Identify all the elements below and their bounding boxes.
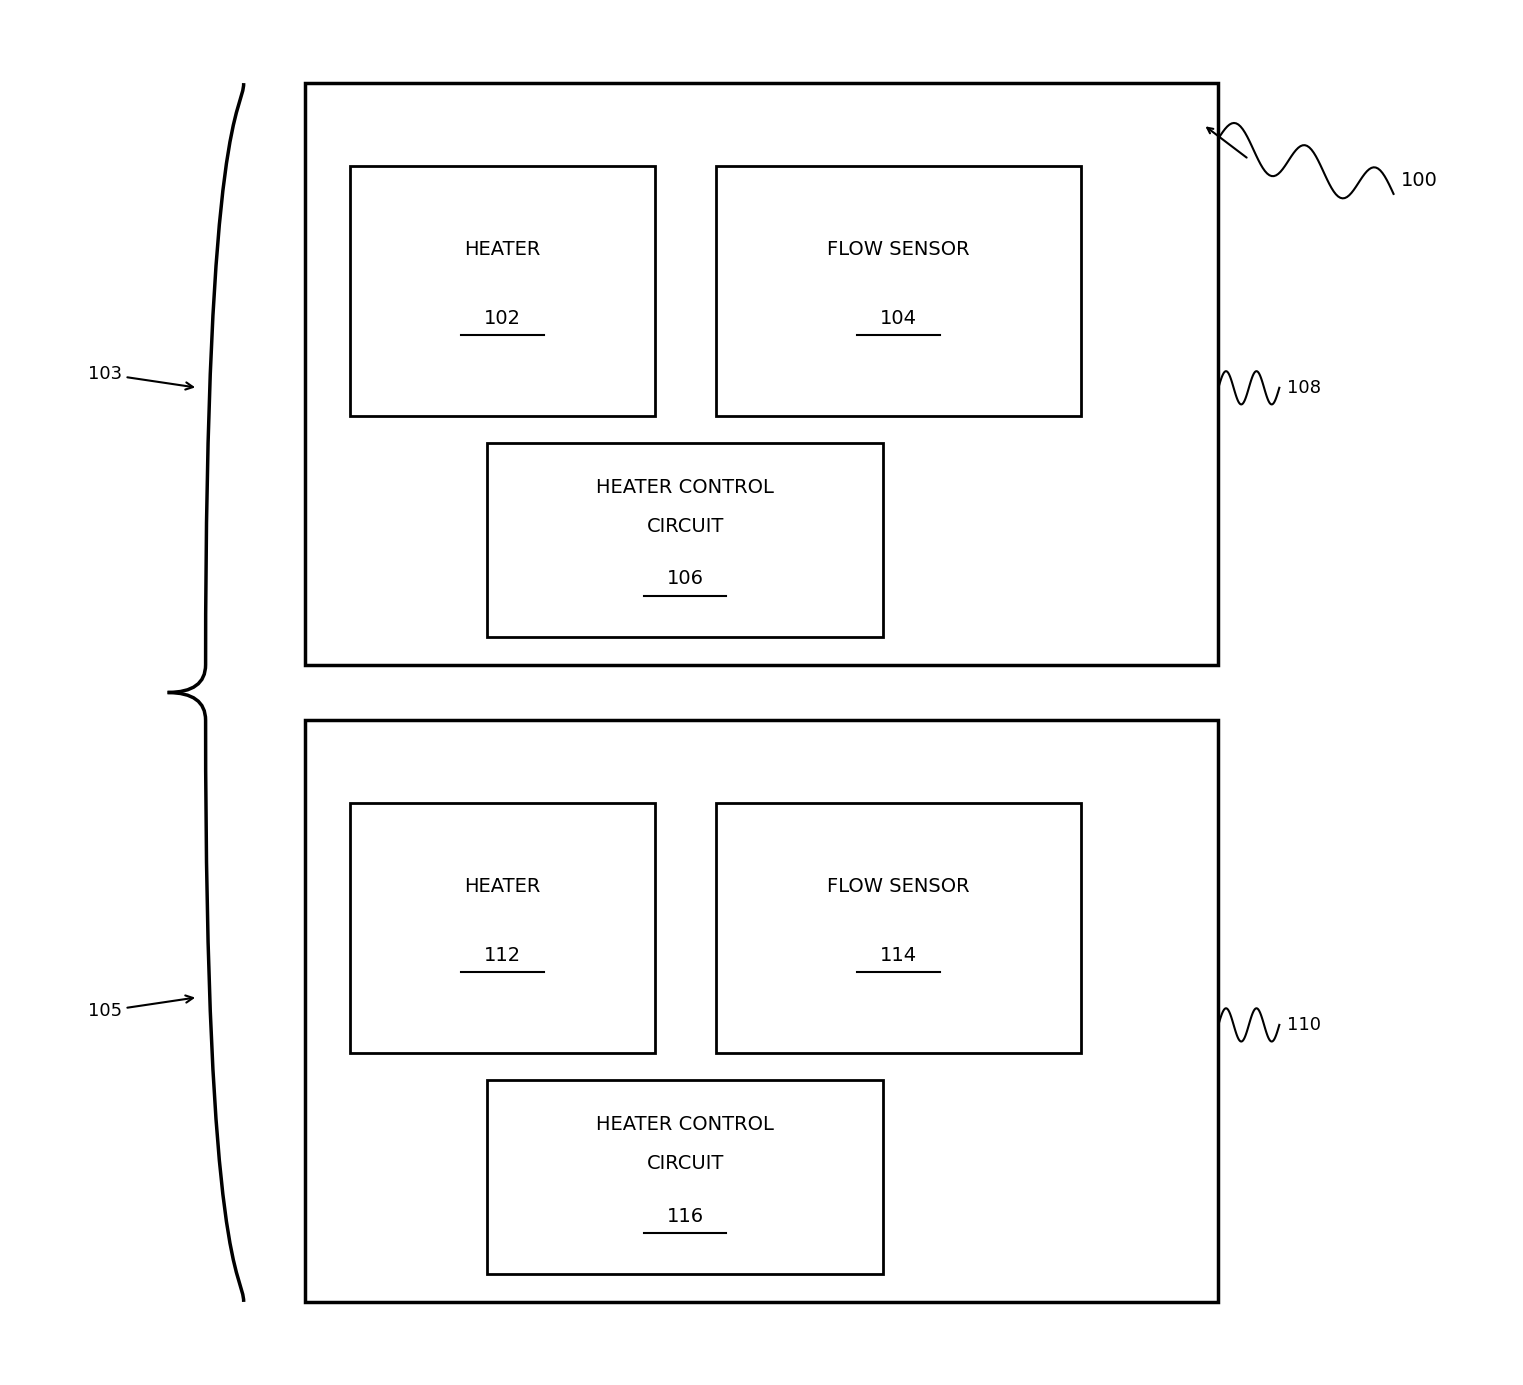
Text: FLOW SENSOR: FLOW SENSOR bbox=[827, 877, 970, 896]
Text: HEATER CONTROL: HEATER CONTROL bbox=[597, 1115, 774, 1134]
Text: 104: 104 bbox=[880, 309, 917, 328]
Text: 103: 103 bbox=[88, 366, 193, 389]
Text: FLOW SENSOR: FLOW SENSOR bbox=[827, 240, 970, 259]
FancyBboxPatch shape bbox=[716, 803, 1081, 1053]
Text: 116: 116 bbox=[667, 1206, 704, 1226]
Text: HEATER: HEATER bbox=[465, 240, 541, 259]
FancyBboxPatch shape bbox=[305, 720, 1218, 1302]
Text: HEATER: HEATER bbox=[465, 877, 541, 896]
Text: CIRCUIT: CIRCUIT bbox=[647, 1154, 723, 1173]
FancyBboxPatch shape bbox=[350, 803, 655, 1053]
FancyBboxPatch shape bbox=[487, 1080, 883, 1274]
Text: 105: 105 bbox=[88, 996, 193, 1019]
FancyBboxPatch shape bbox=[305, 83, 1218, 665]
Text: HEATER CONTROL: HEATER CONTROL bbox=[597, 478, 774, 497]
Text: 108: 108 bbox=[1287, 379, 1320, 396]
FancyBboxPatch shape bbox=[716, 166, 1081, 416]
Text: 106: 106 bbox=[667, 569, 704, 589]
FancyBboxPatch shape bbox=[487, 443, 883, 637]
Text: 114: 114 bbox=[880, 946, 917, 965]
Text: 110: 110 bbox=[1287, 1017, 1320, 1033]
Text: 102: 102 bbox=[484, 309, 521, 328]
Text: CIRCUIT: CIRCUIT bbox=[647, 517, 723, 536]
Text: 100: 100 bbox=[1401, 170, 1438, 190]
FancyBboxPatch shape bbox=[350, 166, 655, 416]
Text: 112: 112 bbox=[484, 946, 521, 965]
